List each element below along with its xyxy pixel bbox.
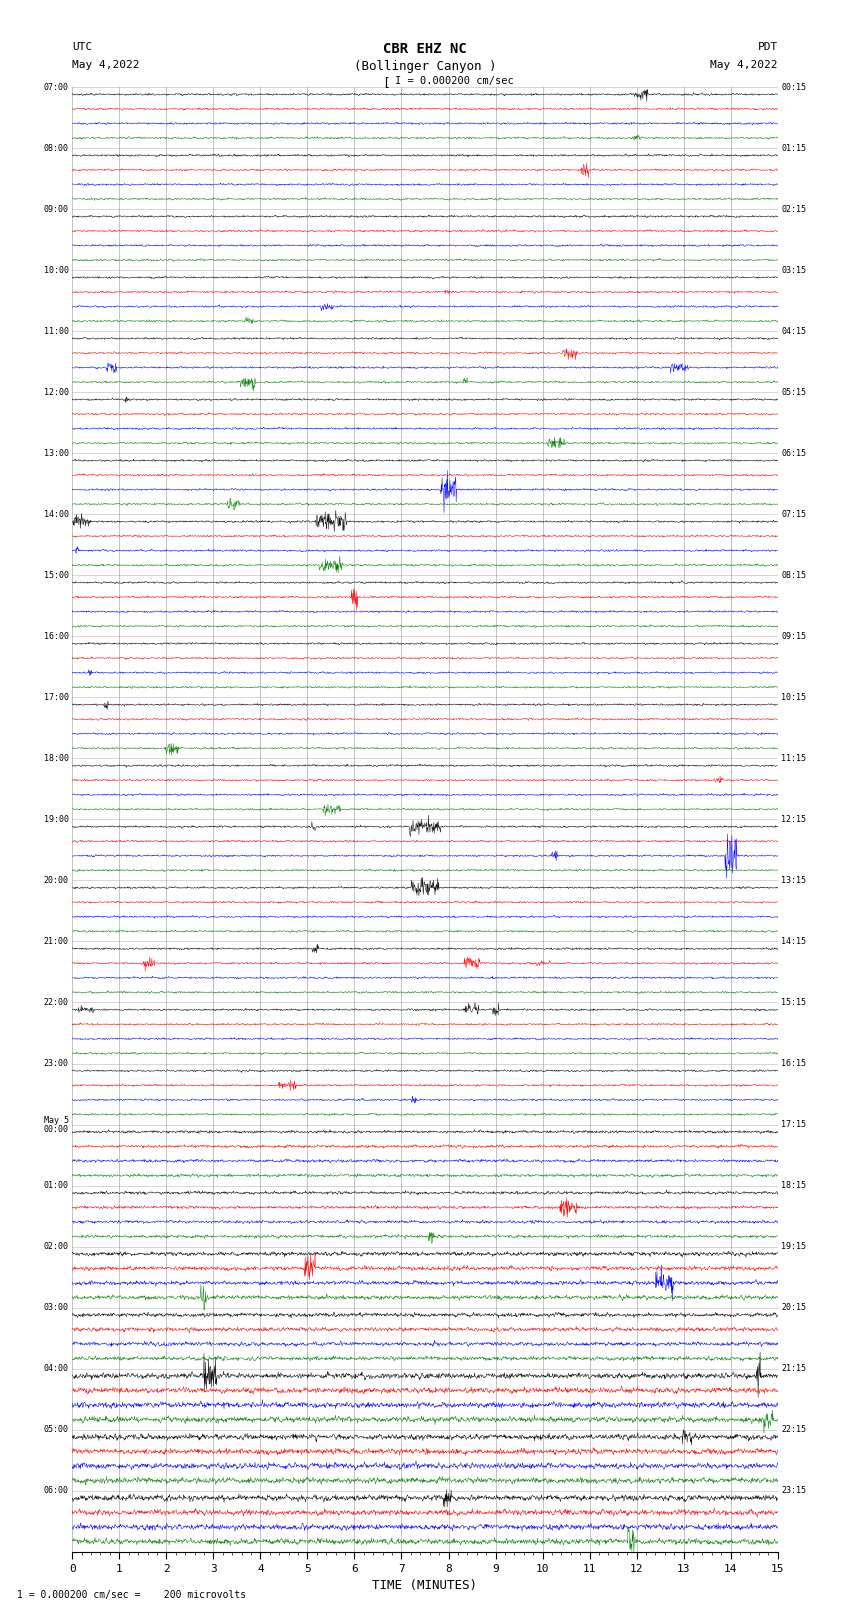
Text: 08:00: 08:00: [43, 144, 69, 153]
Text: 15:00: 15:00: [43, 571, 69, 579]
Text: May 4,2022: May 4,2022: [711, 60, 778, 69]
Text: CBR EHZ NC: CBR EHZ NC: [383, 42, 467, 56]
Text: PDT: PDT: [757, 42, 778, 52]
Text: 12:00: 12:00: [43, 387, 69, 397]
Text: 11:00: 11:00: [43, 327, 69, 336]
Text: 19:00: 19:00: [43, 815, 69, 824]
Text: 11:15: 11:15: [781, 753, 807, 763]
Text: 10:00: 10:00: [43, 266, 69, 274]
Text: 21:15: 21:15: [781, 1365, 807, 1373]
Text: 03:15: 03:15: [781, 266, 807, 274]
Text: 20:15: 20:15: [781, 1303, 807, 1311]
Text: 13:15: 13:15: [781, 876, 807, 886]
Text: 22:15: 22:15: [781, 1426, 807, 1434]
Text: 18:15: 18:15: [781, 1181, 807, 1190]
Text: 09:00: 09:00: [43, 205, 69, 213]
Text: May 4,2022: May 4,2022: [72, 60, 139, 69]
Text: 06:15: 06:15: [781, 448, 807, 458]
Text: 20:00: 20:00: [43, 876, 69, 886]
Text: 02:00: 02:00: [43, 1242, 69, 1252]
Text: UTC: UTC: [72, 42, 93, 52]
Text: 22:00: 22:00: [43, 998, 69, 1007]
Text: 16:00: 16:00: [43, 632, 69, 640]
Text: 01:00: 01:00: [43, 1181, 69, 1190]
X-axis label: TIME (MINUTES): TIME (MINUTES): [372, 1579, 478, 1592]
Text: 00:15: 00:15: [781, 82, 807, 92]
Text: 00:00: 00:00: [43, 1124, 69, 1134]
Text: 23:15: 23:15: [781, 1486, 807, 1495]
Text: 07:15: 07:15: [781, 510, 807, 519]
Text: 17:00: 17:00: [43, 694, 69, 702]
Text: 1 = 0.000200 cm/sec =    200 microvolts: 1 = 0.000200 cm/sec = 200 microvolts: [17, 1590, 246, 1600]
Text: 05:00: 05:00: [43, 1426, 69, 1434]
Text: 03:00: 03:00: [43, 1303, 69, 1311]
Text: 02:15: 02:15: [781, 205, 807, 213]
Text: 19:15: 19:15: [781, 1242, 807, 1252]
Text: 17:15: 17:15: [781, 1119, 807, 1129]
Text: 15:15: 15:15: [781, 998, 807, 1007]
Text: 08:15: 08:15: [781, 571, 807, 579]
Text: 21:00: 21:00: [43, 937, 69, 945]
Text: 04:00: 04:00: [43, 1365, 69, 1373]
Text: 14:15: 14:15: [781, 937, 807, 945]
Text: 07:00: 07:00: [43, 82, 69, 92]
Text: 23:00: 23:00: [43, 1060, 69, 1068]
Text: 14:00: 14:00: [43, 510, 69, 519]
Text: 12:15: 12:15: [781, 815, 807, 824]
Text: [: [: [382, 76, 389, 89]
Text: 06:00: 06:00: [43, 1486, 69, 1495]
Text: 18:00: 18:00: [43, 753, 69, 763]
Text: 09:15: 09:15: [781, 632, 807, 640]
Text: 16:15: 16:15: [781, 1060, 807, 1068]
Text: 05:15: 05:15: [781, 387, 807, 397]
Text: 13:00: 13:00: [43, 448, 69, 458]
Text: 10:15: 10:15: [781, 694, 807, 702]
Text: 01:15: 01:15: [781, 144, 807, 153]
Text: May 5: May 5: [43, 1116, 69, 1124]
Text: (Bollinger Canyon ): (Bollinger Canyon ): [354, 60, 496, 73]
Text: 04:15: 04:15: [781, 327, 807, 336]
Text: I = 0.000200 cm/sec: I = 0.000200 cm/sec: [395, 76, 514, 85]
